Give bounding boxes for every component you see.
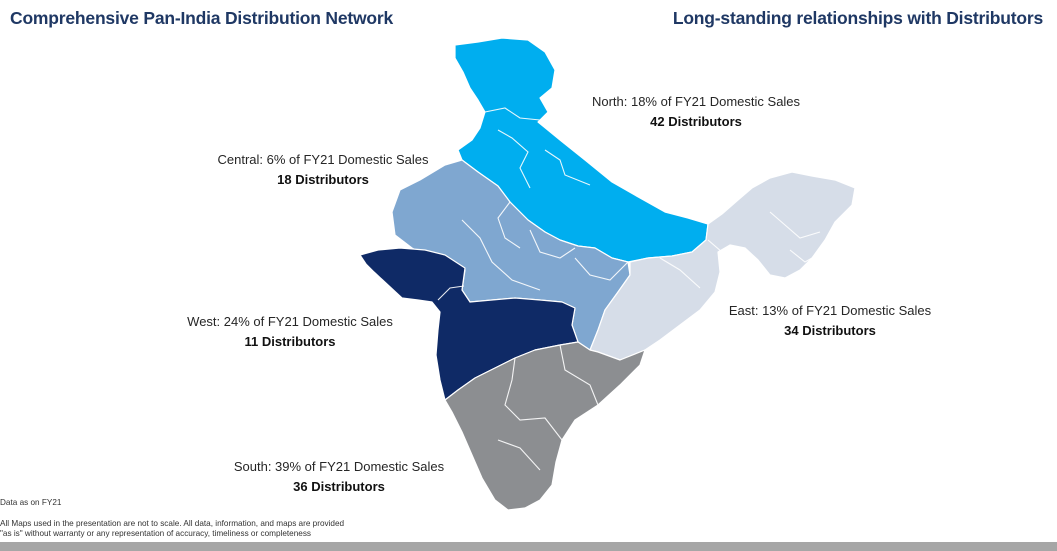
south-region — [444, 341, 646, 511]
left-title: Comprehensive Pan-India Distribution Net… — [10, 8, 394, 28]
east-share: East: 13% of FY21 Domestic Sales — [728, 303, 932, 318]
disclaimer: All Maps used in the presentation are no… — [0, 519, 344, 539]
central-distributors: 18 Distributors — [277, 172, 369, 187]
state-borders — [437, 107, 821, 471]
west-share: West: 24% of FY21 Domestic Sales — [187, 314, 393, 329]
east-label: East: 13% of FY21 Domestic Sales 34 Dist… — [702, 301, 958, 341]
north-label: North: 18% of FY21 Domestic Sales 42 Dis… — [560, 92, 832, 132]
right-title: Long-standing relationships with Distrib… — [672, 8, 1043, 28]
west-label: West: 24% of FY21 Domestic Sales 11 Dist… — [160, 312, 420, 352]
disclaimer-line-1: All Maps used in the presentation are no… — [0, 519, 345, 528]
central-label: Central: 6% of FY21 Domestic Sales 18 Di… — [188, 150, 458, 190]
south-distributors: 36 Distributors — [293, 479, 385, 494]
south-label: South: 39% of FY21 Domestic Sales 36 Dis… — [204, 457, 474, 497]
disclaimer-line-2: "as is" without warranty or any represen… — [0, 529, 312, 538]
south-share: South: 39% of FY21 Domestic Sales — [233, 459, 445, 474]
north-distributors: 42 Distributors — [650, 114, 742, 129]
east-distributors: 34 Distributors — [784, 323, 876, 338]
data-note: Data as on FY21 — [0, 498, 62, 507]
north-share: North: 18% of FY21 Domestic Sales — [591, 94, 801, 109]
west-distributors: 11 Distributors — [244, 334, 336, 349]
bottom-bar — [0, 542, 1057, 551]
central-share: Central: 6% of FY21 Domestic Sales — [217, 152, 429, 167]
